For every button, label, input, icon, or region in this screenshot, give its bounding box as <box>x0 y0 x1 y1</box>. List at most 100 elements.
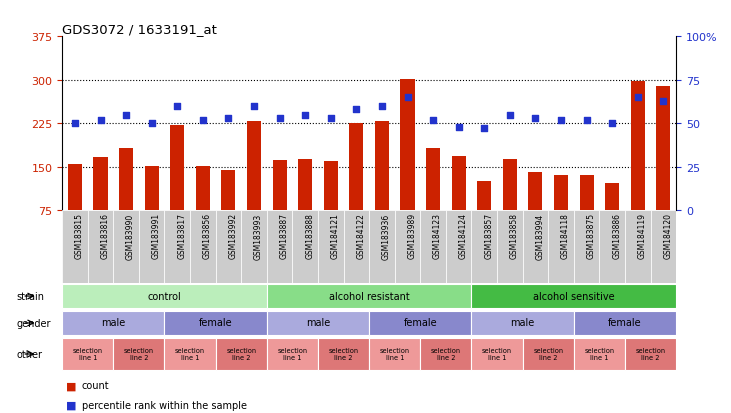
Bar <box>267 338 318 370</box>
Text: GSM183993: GSM183993 <box>254 213 263 259</box>
Bar <box>241 211 267 283</box>
Text: selection
line 1: selection line 1 <box>277 347 308 360</box>
Point <box>427 117 439 124</box>
Text: male: male <box>306 318 330 328</box>
Bar <box>426 148 440 211</box>
Text: selection
line 2: selection line 2 <box>431 347 461 360</box>
Bar <box>471 211 497 283</box>
Bar <box>344 211 369 283</box>
Text: selection
line 1: selection line 1 <box>379 347 410 360</box>
Text: alcohol resistant: alcohol resistant <box>329 291 409 301</box>
Text: selection
line 2: selection line 2 <box>226 347 257 360</box>
Bar <box>164 311 267 335</box>
Text: GSM183817: GSM183817 <box>178 213 186 259</box>
Bar <box>452 157 466 211</box>
Point <box>658 98 670 104</box>
Bar <box>580 176 594 211</box>
Text: GSM183989: GSM183989 <box>408 213 417 259</box>
Bar <box>420 338 471 370</box>
Text: GSM184121: GSM184121 <box>330 213 340 259</box>
Bar <box>369 211 395 283</box>
Bar <box>94 157 107 211</box>
Bar <box>369 338 420 370</box>
Bar <box>298 160 312 211</box>
Point <box>376 103 387 110</box>
Bar <box>216 211 241 283</box>
Bar <box>164 211 190 283</box>
Text: selection
line 2: selection line 2 <box>328 347 359 360</box>
Text: selection
line 2: selection line 2 <box>124 347 154 360</box>
Bar <box>631 82 645 211</box>
Text: ■: ■ <box>66 380 76 390</box>
Point <box>95 117 107 124</box>
Bar <box>401 79 414 211</box>
Bar <box>164 338 216 370</box>
Text: GSM183816: GSM183816 <box>101 213 110 259</box>
Text: count: count <box>82 380 110 390</box>
Text: GSM183991: GSM183991 <box>152 213 161 259</box>
Bar <box>625 338 676 370</box>
Bar <box>375 122 389 211</box>
Bar <box>651 211 676 283</box>
Text: GSM183887: GSM183887 <box>279 213 289 259</box>
Bar <box>221 170 235 211</box>
Bar <box>599 211 625 283</box>
Bar <box>62 311 164 335</box>
Text: GSM184118: GSM184118 <box>561 213 570 259</box>
Point <box>325 115 336 122</box>
Bar <box>349 123 363 211</box>
Point <box>453 124 465 131</box>
Bar <box>190 211 216 283</box>
Bar <box>247 122 261 211</box>
Bar <box>395 211 420 283</box>
Point <box>581 117 593 124</box>
Bar <box>119 148 133 211</box>
Bar <box>196 166 210 211</box>
Point <box>249 103 260 110</box>
Bar <box>574 311 676 335</box>
Bar <box>267 284 471 309</box>
Text: selection
line 2: selection line 2 <box>533 347 564 360</box>
Bar <box>503 160 517 211</box>
Text: selection
line 1: selection line 1 <box>584 347 615 360</box>
Bar <box>267 311 369 335</box>
Text: selection
line 2: selection line 2 <box>635 347 666 360</box>
Point <box>222 115 234 122</box>
Text: GSM183815: GSM183815 <box>75 213 84 259</box>
Point <box>351 107 363 113</box>
Bar <box>318 211 344 283</box>
Bar <box>273 160 287 211</box>
Text: GSM184124: GSM184124 <box>459 213 468 259</box>
Text: strain: strain <box>16 291 44 301</box>
Text: GSM183990: GSM183990 <box>126 213 135 259</box>
Bar <box>216 338 267 370</box>
Text: selection
line 1: selection line 1 <box>482 347 512 360</box>
Bar <box>625 211 651 283</box>
Bar <box>170 126 184 211</box>
Text: selection
line 1: selection line 1 <box>175 347 205 360</box>
Text: GSM183858: GSM183858 <box>510 213 519 259</box>
Text: gender: gender <box>16 318 50 328</box>
Text: male: male <box>101 318 126 328</box>
Bar <box>477 182 491 211</box>
Bar <box>267 211 292 283</box>
Bar <box>324 161 338 211</box>
Bar <box>554 176 568 211</box>
Bar <box>62 338 113 370</box>
Bar <box>605 183 619 211</box>
Bar <box>113 211 139 283</box>
Text: GSM183856: GSM183856 <box>203 213 212 259</box>
Text: female: female <box>404 318 437 328</box>
Point <box>402 95 414 101</box>
Bar <box>523 211 548 283</box>
Text: GSM183857: GSM183857 <box>484 213 493 259</box>
Text: GSM183936: GSM183936 <box>382 213 391 259</box>
Text: GSM183992: GSM183992 <box>228 213 238 259</box>
Point <box>529 115 541 122</box>
Point <box>606 121 618 127</box>
Bar <box>68 164 82 211</box>
Text: ■: ■ <box>66 400 76 410</box>
Bar <box>62 211 88 283</box>
Point <box>300 112 311 119</box>
Text: GSM183875: GSM183875 <box>587 213 596 259</box>
